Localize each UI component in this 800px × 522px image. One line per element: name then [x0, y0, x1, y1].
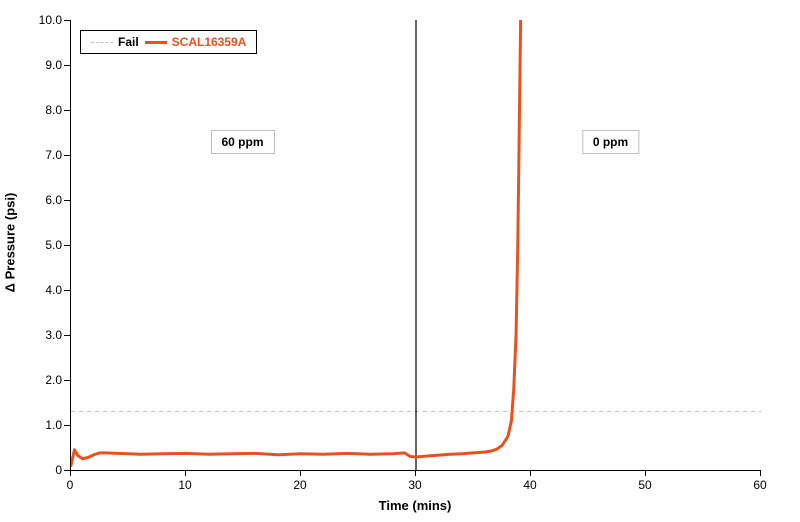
- y-tick-label: 3.0: [22, 328, 62, 342]
- x-tick-label: 0: [50, 478, 90, 492]
- pressure-time-chart: 0 1.0 2.0 3.0 4.0 5.0 6.0 7.0 8.0 9.0 10.0 0 10 20 30…: [0, 0, 800, 522]
- plot-svg: [71, 20, 761, 470]
- y-tick-label: 7.0: [22, 148, 62, 162]
- x-tick-label: 50: [625, 478, 665, 492]
- y-tick-label: 6.0: [22, 193, 62, 207]
- legend-label: SCAL16359A: [172, 35, 247, 49]
- y-axis-title: Δ Pressure (psi): [3, 183, 18, 303]
- legend: Fail SCAL16359A: [80, 30, 257, 54]
- y-tick-mark: [64, 335, 70, 336]
- x-tick-mark: [185, 470, 186, 476]
- x-tick-label: 40: [510, 478, 550, 492]
- x-tick-label: 60: [740, 478, 780, 492]
- x-tick-mark: [530, 470, 531, 476]
- y-tick-mark: [64, 65, 70, 66]
- x-tick-label: 20: [280, 478, 320, 492]
- y-tick-mark: [64, 200, 70, 201]
- y-tick-mark: [64, 425, 70, 426]
- legend-swatch: [91, 42, 113, 43]
- y-tick-mark: [64, 155, 70, 156]
- y-tick-label: 8.0: [22, 103, 62, 117]
- y-tick-label: 9.0: [22, 58, 62, 72]
- y-tick-label: 4.0: [22, 283, 62, 297]
- x-tick-label: 30: [395, 478, 435, 492]
- y-tick-label: 1.0: [22, 418, 62, 432]
- x-axis-title: Time (mins): [355, 498, 475, 513]
- x-tick-mark: [300, 470, 301, 476]
- y-tick-label: 2.0: [22, 373, 62, 387]
- y-tick-label: 10.0: [22, 13, 62, 27]
- legend-swatch: [145, 41, 167, 44]
- y-tick-label: 0: [22, 463, 62, 477]
- annotation-box: 60 ppm: [210, 130, 274, 154]
- legend-label: Fail: [118, 35, 139, 49]
- annotation-box: 0 ppm: [582, 130, 639, 154]
- y-tick-mark: [64, 20, 70, 21]
- x-tick-mark: [70, 470, 71, 476]
- y-tick-label: 5.0: [22, 238, 62, 252]
- legend-item: Fail: [91, 35, 139, 49]
- legend-item: SCAL16359A: [145, 35, 247, 49]
- x-tick-label: 10: [165, 478, 205, 492]
- y-tick-mark: [64, 290, 70, 291]
- y-tick-mark: [64, 380, 70, 381]
- x-tick-mark: [760, 470, 761, 476]
- y-tick-mark: [64, 110, 70, 111]
- y-tick-mark: [64, 245, 70, 246]
- x-tick-mark: [645, 470, 646, 476]
- plot-area: [70, 20, 761, 471]
- x-tick-mark: [415, 470, 416, 476]
